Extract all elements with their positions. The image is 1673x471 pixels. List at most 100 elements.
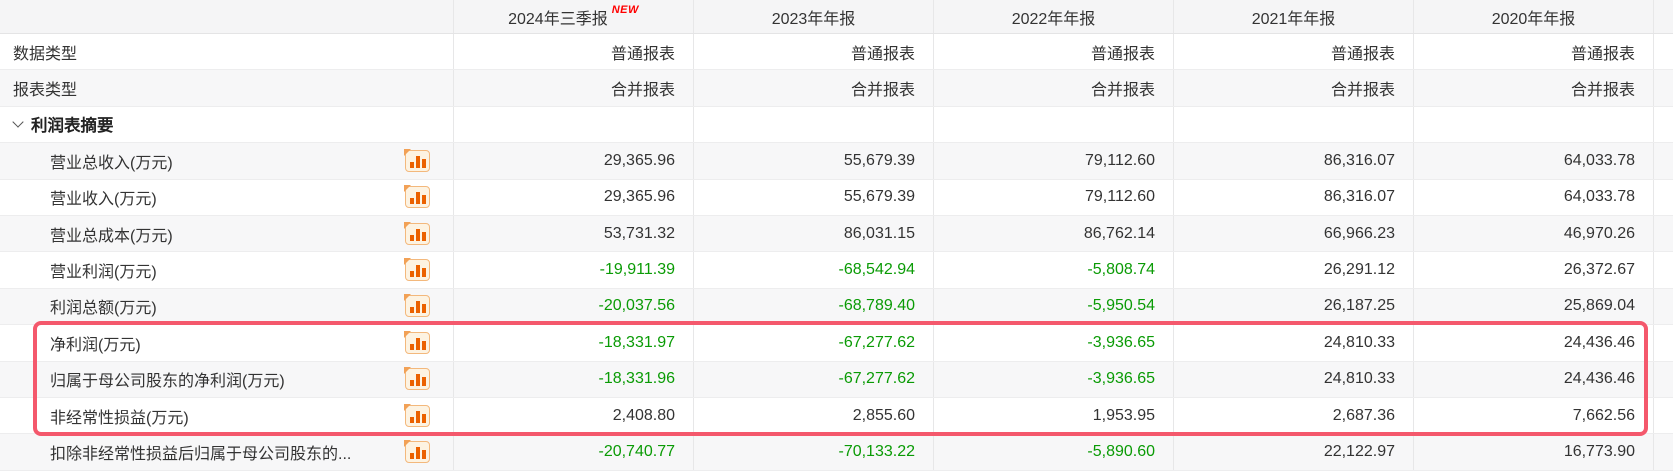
value-cell: 1,953.95 (933, 397, 1173, 434)
value-cell (1413, 106, 1653, 143)
cell-value: -20,037.56 (598, 297, 675, 315)
new-badge: NEW (611, 3, 639, 16)
row-label-cell: 数据类型 (0, 34, 453, 69)
value-cell: 25,869.04 (1413, 288, 1653, 325)
value-cell: 29,365.96 (453, 143, 693, 179)
value-cell: -18,331.97 (453, 325, 693, 361)
value-cell: -67,277.62 (693, 361, 933, 397)
table-row: 归属于母公司股东的净利润(万元) -18,331.96 -67,277.62 -3,… (0, 361, 1673, 398)
cell-value: 64,033.78 (1563, 151, 1635, 169)
cell-value: -68,542.94 (838, 261, 915, 279)
bar-chart-icon[interactable] (404, 221, 430, 245)
value-cell (693, 106, 933, 143)
value-cell: 24,810.33 (1173, 325, 1413, 361)
value-cell: 22,122.97 (1173, 434, 1413, 470)
value-cell: -5,950.54 (933, 288, 1173, 325)
row-label-cell: 利润总额(万元) (0, 289, 453, 324)
table-row: 非经常性损益(万元) 2,408.80 2,855.60 1,953.95 2,687… (0, 397, 1673, 435)
bar-chart-icon[interactable] (404, 403, 430, 427)
value-cell: -5,808.74 (933, 252, 1173, 288)
cell-value: 24,810.33 (1323, 333, 1395, 351)
value-cell: -20,037.56 (453, 288, 693, 325)
row-label: 数据类型 (13, 45, 78, 63)
bar-chart-icon[interactable] (404, 294, 430, 318)
value-cell: 64,033.78 (1413, 179, 1653, 215)
value-cell: 86,316.07 (1173, 179, 1413, 215)
bar-chart-icon[interactable] (404, 258, 430, 282)
value-cell: 合并报表 (1413, 70, 1653, 106)
value-cell (933, 106, 1173, 143)
cell-value: 86,762.14 (1083, 224, 1155, 242)
row-label-cell: 利润表摘要 (0, 107, 453, 142)
value-cell: 16,773.90 (1413, 434, 1653, 470)
table-row: 报表类型 合并报表 合并报表 合并报表 合并报表 合并报表 (0, 70, 1673, 107)
row-label-cell: 营业收入(万元) (0, 180, 453, 215)
bar-chart-icon[interactable] (404, 185, 430, 209)
cell-value: 合并报表 (1570, 82, 1635, 100)
cell-value: 24,810.33 (1323, 370, 1395, 388)
cell-value: 普通报表 (610, 45, 675, 63)
value-cell: 普通报表 (1173, 34, 1413, 70)
value-cell: 普通报表 (453, 34, 693, 70)
row-label-cell: 净利润(万元) (0, 325, 453, 360)
truncated-next-column (1653, 0, 1673, 33)
column-header-2022: 2022年年报 (933, 0, 1173, 33)
cell-value: 25,869.04 (1563, 297, 1635, 315)
row-label-cell: 营业总收入(万元) (0, 143, 453, 178)
value-cell: -18,331.96 (453, 361, 693, 397)
cell-value: 16,773.90 (1563, 442, 1635, 460)
column-header-2023: 2023年年报 (693, 0, 933, 33)
bar-chart-icon[interactable] (404, 367, 430, 391)
value-cell: 55,679.39 (693, 143, 933, 179)
cell-value: 2,408.80 (612, 406, 675, 424)
table-row: 扣除非经常性损益后归属于母公司股东的... -20,740.77 -70,133.… (0, 434, 1673, 471)
value-cell: 53,731.32 (453, 215, 693, 252)
value-cell: 普通报表 (693, 34, 933, 70)
row-label: 营业收入(万元) (50, 191, 157, 209)
row-label: 营业总收入(万元) (50, 154, 173, 172)
value-cell: 7,662.56 (1413, 397, 1653, 434)
value-cell: -20,740.77 (453, 434, 693, 470)
bar-chart-icon[interactable] (404, 148, 430, 172)
value-cell: 2,855.60 (693, 397, 933, 434)
cell-value: -5,950.54 (1087, 297, 1155, 315)
table-body: 数据类型 普通报表 普通报表 普通报表 普通报表 普通报表 报表类型 合并报表 合并报表 合… (0, 34, 1673, 471)
cell-value: -18,331.96 (598, 370, 675, 388)
row-label-cell: 报表类型 (0, 70, 453, 105)
row-label[interactable]: 利润表摘要 (0, 112, 114, 136)
cell-value: 26,372.67 (1563, 261, 1635, 279)
bar-chart-icon[interactable] (404, 439, 430, 463)
table-row: 营业总收入(万元) 29,365.96 55,679.39 79,112.60 86,… (0, 143, 1673, 180)
value-cell: 合并报表 (693, 70, 933, 106)
value-cell: 普通报表 (933, 34, 1173, 70)
cell-value: -5,890.60 (1087, 442, 1155, 460)
value-cell (453, 106, 693, 143)
chevron-down-icon[interactable] (12, 116, 24, 129)
truncated-next-column (1653, 34, 1673, 70)
value-cell: 24,436.46 (1413, 361, 1653, 397)
cell-value: -19,911.39 (599, 261, 675, 279)
cell-value: -5,808.74 (1087, 261, 1155, 279)
cell-value: -67,277.62 (838, 370, 915, 388)
cell-value: 64,033.78 (1563, 188, 1635, 206)
cell-value: 普通报表 (1330, 45, 1395, 63)
cell-value: 53,731.32 (603, 224, 675, 242)
table-header-row: 2024年三季报 NEW 2023年年报 2022年年报 2021年年报 202… (0, 0, 1673, 34)
value-cell: 26,372.67 (1413, 252, 1653, 288)
row-label-cell: 扣除非经常性损益后归属于母公司股东的... (0, 434, 453, 469)
cell-value: 1,953.95 (1092, 406, 1155, 424)
value-cell: 合并报表 (933, 70, 1173, 106)
value-cell: 26,187.25 (1173, 288, 1413, 325)
truncated-next-column (1653, 325, 1673, 361)
bar-chart-icon[interactable] (404, 330, 430, 354)
row-label-cell: 非经常性损益(万元) (0, 398, 453, 433)
cell-value: 合并报表 (1330, 82, 1395, 100)
value-cell (1173, 106, 1413, 143)
truncated-next-column (1653, 70, 1673, 106)
value-cell: -5,890.60 (933, 434, 1173, 470)
value-cell: -67,277.62 (693, 325, 933, 361)
value-cell: 79,112.60 (933, 143, 1173, 179)
row-label: 利润总额(万元) (50, 300, 157, 318)
cell-value: 24,436.46 (1563, 370, 1635, 388)
cell-value: 29,365.96 (603, 188, 675, 206)
